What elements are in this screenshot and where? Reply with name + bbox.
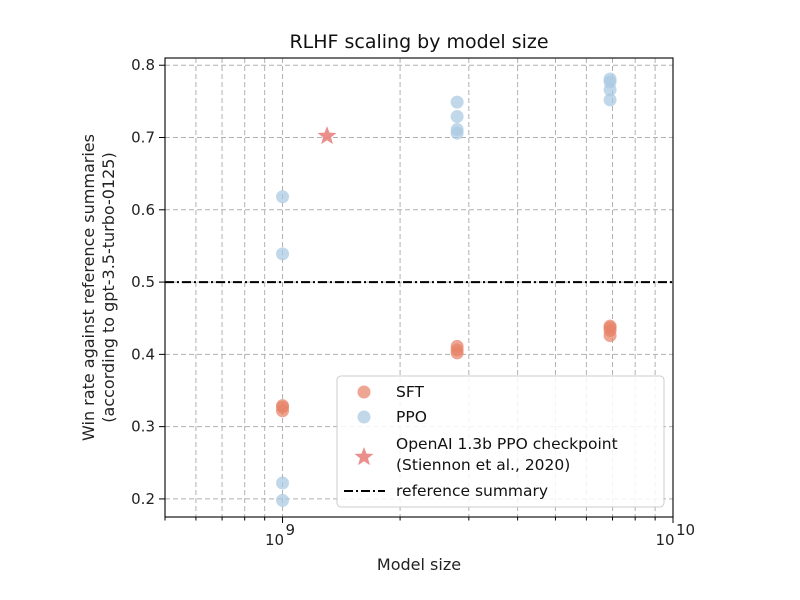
ppo-point <box>276 190 290 204</box>
data-points <box>276 72 617 507</box>
y-tick-label: 0.2 <box>131 490 155 508</box>
y-tick-label: 0.5 <box>131 273 155 291</box>
plot-frame <box>164 57 674 518</box>
y-tick-label: 0.7 <box>131 129 155 147</box>
x-tick-label: 10 <box>655 531 674 549</box>
x-tick-label-exponent: 9 <box>286 521 296 539</box>
ppo-point <box>603 93 617 107</box>
x-axis-label: Model size <box>377 555 461 574</box>
y-axis-label-line-2: (according to gpt-3.5-turbo-0125) <box>99 152 118 422</box>
legend-openai-star-marker <box>354 447 374 466</box>
legend-ppo-label: PPO <box>396 408 427 426</box>
y-tick-label: 0.8 <box>131 56 155 74</box>
ppo-point <box>603 72 617 86</box>
legend-sft-marker <box>357 385 371 399</box>
x-tick-label: 10 <box>265 531 284 549</box>
grid-lines <box>164 58 674 517</box>
ppo-point <box>450 110 464 124</box>
y-tick-label: 0.4 <box>131 345 155 363</box>
y-tick-label: 0.3 <box>131 418 155 436</box>
chart-title: RLHF scaling by model size <box>289 31 548 53</box>
legend: SFT PPO OpenAI 1.3b PPO checkpoint (Stie… <box>336 375 665 508</box>
y-tick-label: 0.6 <box>131 201 155 219</box>
ppo-point <box>450 123 464 137</box>
y-axis-label-line-1: Win rate against reference summaries <box>79 134 98 441</box>
legend-sft-label: SFT <box>396 383 424 401</box>
openai-checkpoint-star <box>317 126 337 145</box>
ppo-point <box>450 95 464 109</box>
ppo-point <box>276 247 290 261</box>
legend-openai-label-line-2: (Stiennon et al., 2020) <box>396 456 570 474</box>
legend-reference-label: reference summary <box>396 482 548 500</box>
ppo-point <box>276 476 290 490</box>
legend-openai-label-line-1: OpenAI 1.3b PPO checkpoint <box>396 435 618 453</box>
y-axis-ticks: 0.2 0.3 0.4 0.5 0.6 0.7 0.8 <box>131 56 165 508</box>
sft-point <box>603 319 617 333</box>
sft-point <box>450 339 464 353</box>
ppo-point <box>276 493 290 507</box>
legend-box <box>336 375 665 508</box>
x-tick-label-exponent: 10 <box>676 521 695 539</box>
legend-ppo-marker <box>357 410 371 424</box>
sft-point <box>276 399 290 413</box>
y-axis-label: Win rate against reference summaries (ac… <box>79 134 118 441</box>
